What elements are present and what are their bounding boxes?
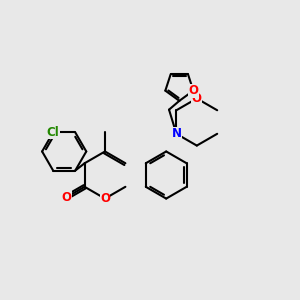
Text: O: O [188,84,198,97]
Text: O: O [192,92,202,105]
Text: O: O [100,192,110,205]
Text: Cl: Cl [47,126,59,139]
Text: O: O [61,191,71,204]
Text: N: N [171,127,182,140]
